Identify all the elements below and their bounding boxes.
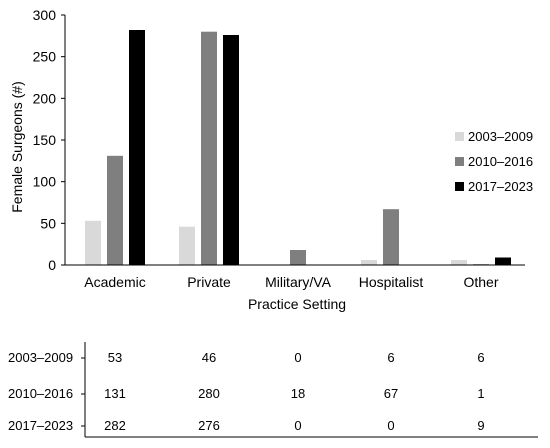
table-cell: 1 — [477, 386, 484, 401]
y-tick-labels: 0 50 100 150 200 250 300 — [33, 7, 65, 273]
table-cell: 46 — [202, 350, 216, 365]
bar-3-private — [223, 35, 239, 265]
bar-3-academic — [129, 30, 145, 265]
table-cell: 6 — [387, 350, 394, 365]
data-table: 2003–2009 53 46 0 6 6 2010–2016 131 280 18 67 1 2017… — [8, 342, 538, 438]
category-label: Academic — [84, 274, 145, 290]
x-axis-title: Practice Setting — [248, 296, 346, 312]
table-cell: 18 — [291, 386, 305, 401]
y-tick-label: 300 — [33, 7, 57, 23]
table-cell: 67 — [384, 386, 398, 401]
legend-label: 2003–2009 — [468, 129, 533, 144]
table-cell: 9 — [477, 418, 484, 433]
bar-1-other — [451, 260, 467, 265]
bar-1-private — [179, 226, 195, 265]
bar-3-other — [495, 257, 511, 265]
y-tick-label: 0 — [48, 257, 56, 273]
table-cell: 276 — [198, 418, 220, 433]
legend-swatch — [455, 182, 464, 191]
y-tick-label: 150 — [33, 132, 57, 148]
y-tick-label: 250 — [33, 49, 57, 65]
bar-1-academic — [85, 220, 101, 265]
bar-2-hospitalist — [383, 209, 399, 265]
legend-swatch — [455, 132, 464, 141]
table-cell: 6 — [477, 350, 484, 365]
legend-swatch — [455, 157, 464, 166]
table-cell: 280 — [198, 386, 220, 401]
table-cell: 0 — [294, 418, 301, 433]
y-tick-label: 100 — [33, 174, 57, 190]
category-label: Hospitalist — [359, 274, 424, 290]
bar-2-academic — [107, 155, 123, 265]
legend-label: 2017–2023 — [468, 179, 533, 194]
table-row-label: 2003–2009 — [8, 350, 73, 365]
category-label: Other — [463, 274, 498, 290]
table-cell: 53 — [108, 350, 122, 365]
table-cell: 0 — [387, 418, 394, 433]
bar-2-private — [201, 31, 217, 266]
legend-label: 2010–2016 — [468, 154, 533, 169]
category-labels: Academic Private Military/VA Hospitalist Oth… — [84, 274, 499, 290]
table-cell: 0 — [294, 350, 301, 365]
table-cell: 131 — [104, 386, 126, 401]
table-row-label: 2010–2016 — [8, 386, 73, 401]
table-row-label: 2017–2023 — [8, 418, 73, 433]
category-label: Private — [187, 274, 231, 290]
y-tick-label: 50 — [40, 215, 56, 231]
y-axis-title: Female Surgeons (#) — [9, 81, 25, 213]
table-cell: 282 — [104, 418, 126, 433]
legend: 2003–2009 2010–2016 2017–2023 — [455, 129, 533, 194]
bar-1-hospitalist — [361, 260, 377, 265]
bar-2-military-va — [290, 250, 306, 265]
category-label: Military/VA — [265, 274, 332, 290]
bars-layer — [85, 30, 511, 266]
y-tick-label: 200 — [33, 90, 57, 106]
